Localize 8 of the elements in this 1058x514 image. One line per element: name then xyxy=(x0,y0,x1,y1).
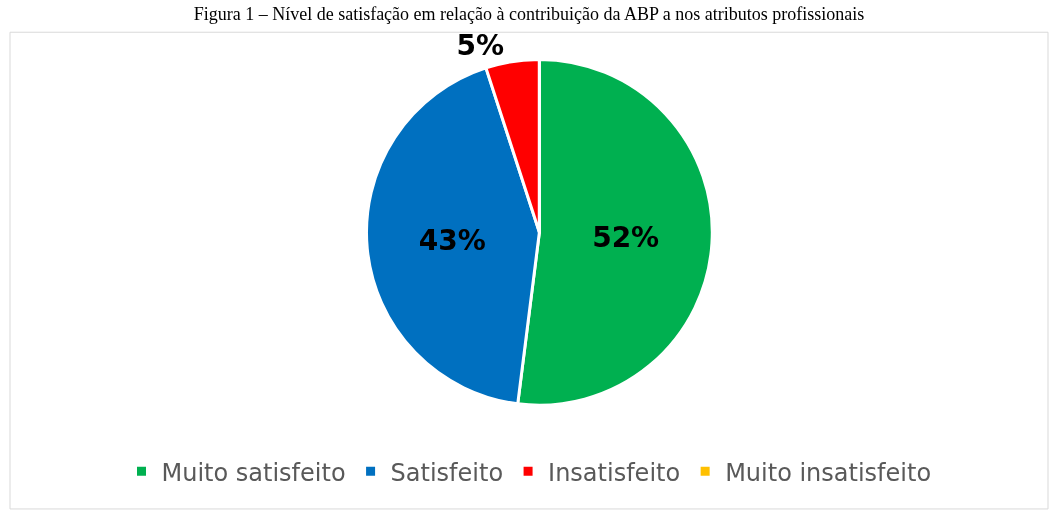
data-label: 5% xyxy=(456,28,505,62)
data-label: 43% xyxy=(418,224,486,258)
legend-label: Insatisfeito xyxy=(548,458,681,487)
data-label: 52% xyxy=(592,221,660,255)
legend-label: Muito insatisfeito xyxy=(725,458,932,487)
chart-title: Figura 1 – Nível de satisfação em relação à contribuição da ABP a nos atributos profissionais xyxy=(193,4,865,25)
legend-label: Satisfeito xyxy=(390,458,504,487)
legend-label: Muito satisfeito xyxy=(161,458,346,487)
